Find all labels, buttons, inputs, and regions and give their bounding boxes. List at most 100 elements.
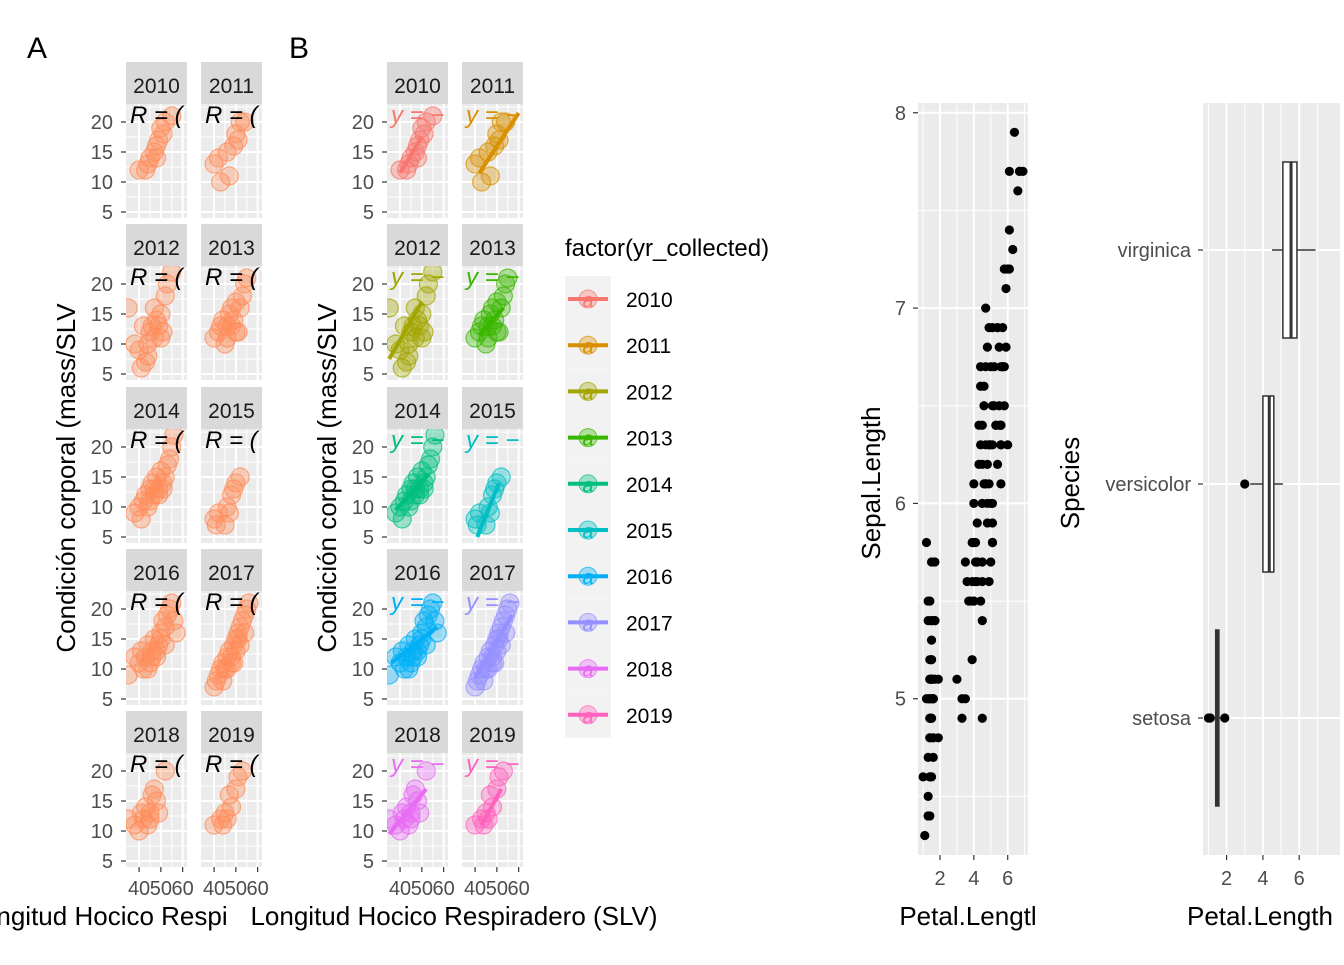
legend-key-glyph: a (582, 475, 593, 497)
facet-strip-label: 2015 (208, 400, 255, 423)
x-tick-label: 50 (225, 878, 247, 900)
data-point (1009, 127, 1020, 137)
y-tick-label: 10 (352, 821, 374, 843)
data-point (153, 124, 173, 144)
data-point (234, 112, 255, 132)
facet-plot-area: R = ( (126, 591, 186, 685)
y-tick-label: 20 (91, 761, 113, 783)
data-point (952, 674, 962, 684)
facet-plot-area: y = − (387, 753, 444, 841)
facet-plot-area: y = − (387, 589, 447, 685)
facet-plot-area: R = ( (126, 266, 186, 378)
y-tick-label: 5 (102, 527, 113, 549)
data-point (219, 503, 239, 523)
facet-b-2019: 2019 y = − 40 50 60 (462, 711, 530, 900)
facet-plot-area: y = − (464, 591, 520, 697)
data-point (986, 440, 996, 450)
data-point (992, 459, 1003, 469)
facet-annotation: y = − (464, 102, 519, 129)
facet-plot-area: y = − (387, 266, 444, 378)
y-tick-label: virginica (1118, 240, 1192, 262)
facet-a-2010: 2010 R = (20 15 10 5 (91, 62, 187, 224)
facet-a-2011: 2011 R = ( (201, 62, 262, 218)
y-tick-label: 5 (102, 364, 113, 386)
data-point (155, 467, 175, 487)
facet-a-2013: 2013 R = ( (201, 224, 262, 380)
legend-label: 2019 (626, 705, 673, 728)
data-point (213, 815, 233, 835)
data-point (976, 381, 986, 391)
regression-line (394, 472, 430, 512)
facet-strip-label: 2019 (208, 724, 255, 747)
facet-annotation: y = − (389, 427, 444, 454)
data-point (230, 112, 250, 132)
data-point (987, 323, 998, 333)
y-tick-label: 20 (91, 437, 113, 459)
facet-annotation: y = − (464, 427, 519, 454)
x-axis-title: ngitud Hocico Respi (0, 901, 228, 931)
facet-annotation: y = − (464, 751, 519, 778)
legend-key-glyph: a (582, 613, 593, 635)
legend-key-glyph: a (582, 706, 593, 728)
facet-strip-label: 2012 (394, 237, 441, 260)
data-point (493, 286, 513, 306)
facet-annotation: y = − (389, 102, 444, 129)
facet-strip-label: 2018 (133, 724, 180, 747)
facet-plot-area: R = ( (204, 589, 261, 697)
y-tick-label: 15 (91, 791, 113, 813)
facet-plot-area: R = ( (204, 104, 261, 192)
facet-plot-area: y = − (464, 427, 519, 538)
facet-strip (201, 711, 262, 753)
data-point (237, 268, 257, 288)
data-point (920, 830, 930, 841)
data-point (155, 761, 175, 781)
legend-key-glyph: a (582, 290, 593, 312)
data-point (996, 440, 1006, 450)
facet-plot-area: R = ( (126, 751, 186, 841)
outlier-point (1220, 713, 1230, 723)
facet-strip-label: 2012 (133, 237, 180, 260)
data-point (151, 328, 171, 348)
data-point (131, 803, 151, 823)
legend-key-glyph: a (582, 521, 593, 543)
facet-strip-label: 2014 (394, 400, 441, 423)
facet-strip (462, 711, 523, 753)
panel-tag-b: B (289, 32, 309, 65)
facet-a-2019: 2019 R = (40 50 60 (201, 711, 269, 900)
data-point (480, 166, 500, 186)
legend-key-point (578, 428, 598, 448)
data-point (981, 362, 991, 372)
facet-strip (387, 224, 448, 266)
data-point (987, 537, 998, 548)
data-point (976, 596, 986, 606)
facet-strip-label: 2017 (469, 562, 516, 585)
data-point (925, 772, 935, 782)
x-tick-label: 2 (934, 868, 945, 890)
data-point (133, 316, 154, 336)
data-point (221, 797, 242, 817)
data-point (972, 518, 982, 528)
data-point (217, 142, 237, 162)
data-point (500, 593, 520, 613)
data-point (162, 106, 182, 126)
data-point (219, 166, 239, 186)
facet-annotation: R = ( (205, 589, 261, 616)
data-point (925, 733, 935, 743)
facet-annotation: y = − (389, 589, 444, 616)
legend-label: 2011 (626, 335, 671, 358)
facet-annotation: R = ( (130, 751, 186, 778)
facet-strip-label: 2014 (133, 400, 180, 423)
facet-b-2018: 2018 y = − 20 15 10 5 40 50 60 (352, 711, 455, 900)
regression-line (477, 111, 521, 175)
data-point (982, 498, 992, 509)
facet-a-2017: 2017 R = ( (201, 549, 262, 705)
data-point (416, 761, 436, 781)
facet-plot-area: y = − (387, 427, 445, 529)
data-point (926, 655, 937, 665)
y-tick-label: 5 (363, 364, 374, 386)
data-point (162, 437, 182, 457)
data-point (925, 713, 935, 723)
data-point (232, 761, 252, 781)
panel-tag-a: A (27, 32, 47, 65)
